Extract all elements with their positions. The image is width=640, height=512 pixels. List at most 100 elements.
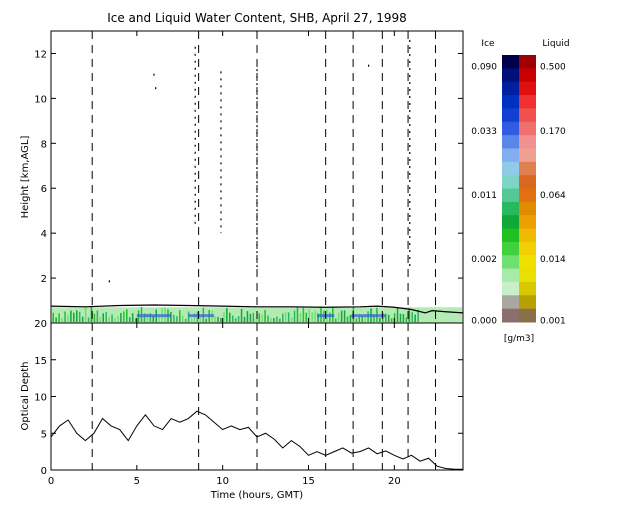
cloud-streak (390, 318, 393, 322)
ice-colorbar-segment (502, 295, 519, 310)
cloud-streak (149, 313, 152, 322)
cloud-streak (334, 318, 337, 322)
liquid-colorbar-segment (519, 188, 536, 203)
cloud-streak (337, 313, 340, 322)
cloud-streak (99, 316, 102, 322)
ice-colorbar-segment (502, 215, 519, 230)
cloud-streak (287, 312, 290, 322)
liquid-colorbar-segment (519, 308, 536, 323)
liquid-colorbar-segment (519, 108, 536, 123)
cloud-streak (199, 317, 202, 322)
top-y-tick-label: 12 (34, 49, 47, 60)
ice-colorbar (502, 55, 519, 323)
ice-colorbar-segment (502, 148, 519, 163)
ice-colorbar-segment (502, 95, 519, 109)
liquid-colorbar-segment (519, 175, 536, 189)
cloud-streak (226, 308, 228, 322)
cloud-streak (146, 313, 149, 322)
ice-colorbar-segment (502, 121, 519, 136)
liquid-colorbar-segment (519, 95, 536, 109)
cloud-streak (317, 313, 319, 322)
cloud-streak (231, 315, 234, 322)
cloud-streak (340, 310, 343, 322)
top-y-tick-label: 8 (41, 139, 47, 150)
cloud-streak (314, 310, 316, 322)
chart-title: Ice and Liquid Water Content, SHB, April… (107, 11, 407, 25)
cloud-streak (417, 309, 419, 322)
cloud-streak (296, 307, 299, 322)
top-y-axis-label: Height [km,AGL] (20, 136, 31, 219)
cloud-streak (411, 312, 413, 322)
liquid-colorbar-tick-label: 0.170 (540, 127, 566, 137)
x-tick-label: 20 (388, 476, 401, 487)
cloud-streak (158, 315, 160, 322)
cloud-streak (117, 315, 119, 322)
cloud-streak (114, 317, 116, 322)
liquid-colorbar-segment (519, 81, 536, 96)
cloud-streak (305, 312, 308, 322)
cloud-streak (205, 318, 207, 322)
optical-depth-panel: 0 5 10 15 20 0 5 10 15 20 Optical Depth Time (ho… (20, 31, 464, 501)
cloud-streak (120, 313, 122, 322)
liquid-colorbar-tick-label: 0.500 (540, 63, 566, 73)
cloud-streak (131, 313, 134, 322)
x-axis-ticks: 0 5 10 15 20 (48, 31, 401, 487)
ice-segment (136, 314, 172, 318)
cloud-streak (358, 316, 361, 322)
ice-colorbar-label: Ice (481, 39, 495, 49)
bottom-y-axis-label: Optical Depth (20, 362, 31, 431)
cloud-streak (123, 311, 125, 322)
cloud-streak (273, 317, 275, 322)
ice-colorbar-tick-label: 0.090 (471, 63, 497, 73)
cloud-streak (302, 307, 305, 322)
cloud-streak (349, 314, 352, 322)
cloud-streak (223, 312, 225, 322)
cloud-streak (84, 307, 87, 322)
top-y-tick-label: 4 (41, 229, 47, 240)
cloud-streak (284, 312, 287, 322)
bottom-y-tick-label: 20 (34, 319, 47, 330)
cloud-streak (258, 313, 260, 322)
liquid-colorbar-segment (519, 295, 536, 310)
cloud-streak (128, 317, 131, 322)
cloud-streak (246, 311, 249, 322)
cloud-streak (261, 314, 263, 322)
cloud-streak (81, 316, 84, 322)
cloud-streak (408, 308, 411, 322)
ice-colorbar-segment (502, 161, 519, 176)
colorbar-tick-labels: 0.090 0.500 0.033 0.170 0.011 0.064 0.002 0.014… (471, 63, 566, 327)
top-dashed-lines (91, 31, 437, 323)
ice-colorbar-segment (502, 81, 519, 96)
bottom-y-tick-label: 15 (34, 356, 47, 367)
liquid-colorbar-label: Liquid (542, 39, 569, 49)
cloud-streak (52, 312, 54, 322)
cloud-streak (90, 306, 93, 322)
cloud-streak (396, 307, 399, 322)
liquid-colorbar-segment (519, 55, 536, 69)
bottom-y-tick-label: 0 (41, 466, 47, 477)
liquid-colorbar-segment (519, 121, 536, 136)
cloud-streak (190, 317, 193, 322)
cloud-streak (329, 312, 331, 322)
cloud-streak (108, 317, 110, 322)
cloud-streak (67, 315, 69, 322)
liquid-colorbar-segment (519, 241, 536, 256)
cloud-streak (237, 316, 240, 322)
cloud-streak (240, 308, 243, 322)
cloud-streak (181, 315, 184, 322)
cloud-streak (70, 310, 72, 322)
cloud-streak (61, 318, 63, 322)
ice-colorbar-segment (502, 228, 519, 243)
cloud-streak (55, 317, 57, 322)
cloud-streak (234, 318, 237, 322)
ice-colorbar-segment (502, 201, 519, 216)
bottom-y-tick-label: 5 (41, 429, 47, 440)
liquid-colorbar-segment (519, 68, 536, 83)
ice-colorbar-segment (502, 135, 519, 149)
x-tick-label: 0 (48, 476, 54, 487)
ice-colorbar-tick-label: 0.011 (471, 191, 497, 201)
x-tick-label: 10 (216, 476, 229, 487)
ice-segment (351, 314, 386, 318)
cloud-streak (105, 312, 107, 322)
